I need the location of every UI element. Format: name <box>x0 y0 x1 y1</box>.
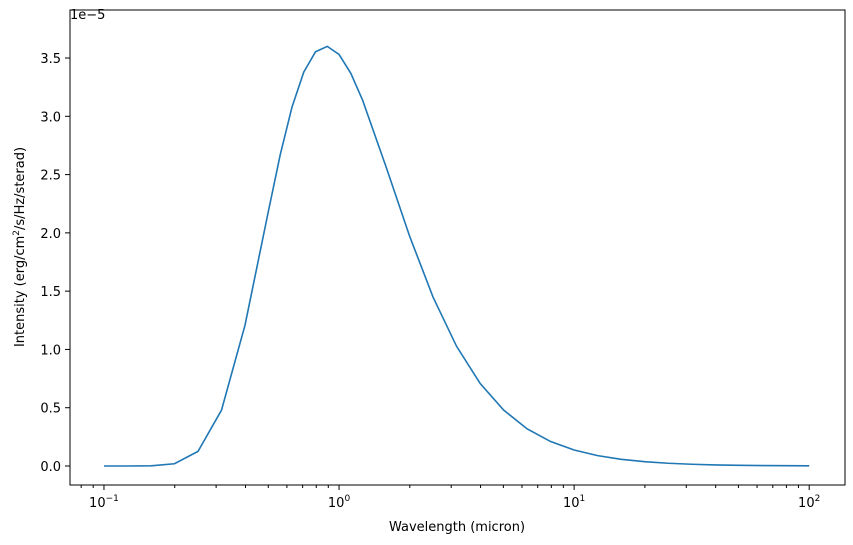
plot-frame <box>69 9 846 486</box>
y-offset-label: 1e−5 <box>70 8 105 23</box>
y-tick-label: 2.0 <box>40 227 61 242</box>
x-tick-exponent: 1 <box>580 494 586 504</box>
x-tick-base: 10 <box>328 496 345 511</box>
y-tick-label: 0.5 <box>40 402 61 417</box>
x-tick-exponent: 2 <box>815 494 821 504</box>
y-tick-label: 3.0 <box>40 110 61 125</box>
y-axis-label: Intensity (erg/cm2/s/Hz/sterad) <box>12 147 28 347</box>
y-axis-label-text: Intensity (erg/cm <box>13 236 28 347</box>
y-tick-label: 0.0 <box>40 460 61 475</box>
x-axis-label: Wavelength (micron) <box>389 520 525 535</box>
x-tick-base: 10 <box>89 496 106 511</box>
x-tick-label: 10−1 <box>89 494 119 511</box>
y-axis-label-sup: 2 <box>12 230 22 236</box>
x-tick-label: 101 <box>563 494 585 511</box>
y-tick-label: 1.5 <box>40 285 61 300</box>
y-tick-label: 3.5 <box>40 52 61 67</box>
x-tick-exponent: 0 <box>344 494 350 504</box>
x-tick-exponent: −1 <box>106 494 119 504</box>
data-line <box>103 45 810 467</box>
y-tick-label: 2.5 <box>40 169 61 184</box>
y-axis-label-rest: /s/Hz/sterad) <box>13 147 28 230</box>
x-tick-base: 10 <box>798 496 815 511</box>
x-tick-label: 102 <box>798 494 820 511</box>
x-tick-base: 10 <box>563 496 580 511</box>
x-tick-label: 100 <box>328 494 351 511</box>
y-tick-label: 1.0 <box>40 343 61 358</box>
